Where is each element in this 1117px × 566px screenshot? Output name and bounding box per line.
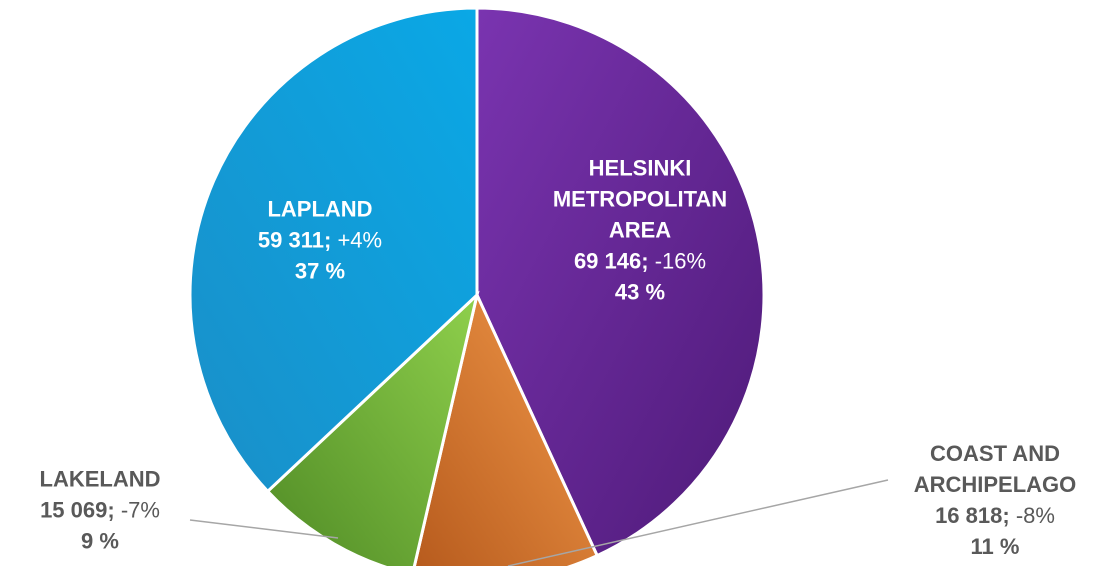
category-label: COAST AND ARCHIPELAGO <box>913 441 1077 497</box>
category-label: HELSINKI METROPOLITAN AREA <box>552 155 728 243</box>
category-label: LAKELAND <box>39 466 161 492</box>
change-label: -16% <box>654 248 707 274</box>
pie-slice <box>188 6 479 494</box>
change-label: -7% <box>120 497 160 523</box>
data-label: HELSINKI METROPOLITAN AREA 69 146; -16% 43… <box>540 153 740 308</box>
leader-line <box>189 519 339 539</box>
percent-label: 43 % <box>614 279 666 305</box>
data-label: COAST AND ARCHIPELAGO 16 818; -8% 11 % <box>885 438 1105 562</box>
data-label: LAKELAND 15 069; -7% 9 % <box>0 464 200 557</box>
value-label: 15 069; <box>40 497 115 523</box>
pie-slice <box>265 290 480 566</box>
leader-line <box>507 479 889 566</box>
value-line: 15 069; -7% <box>0 495 200 526</box>
percent-label: 9 % <box>81 528 119 554</box>
value-line: 69 146; -16% <box>540 246 740 277</box>
value-label: 59 311; <box>257 227 332 253</box>
pie-slice <box>475 6 766 558</box>
value-line: 16 818; -8% <box>885 500 1105 531</box>
percent-label: 11 % <box>970 534 1020 559</box>
percent-label: 37 % <box>294 258 346 284</box>
value-line: 59 311; +4% <box>220 225 420 256</box>
value-label: 69 146; <box>573 248 649 274</box>
change-label: +4% <box>337 227 383 253</box>
change-label: -8% <box>1015 503 1055 528</box>
category-label: LAPLAND <box>267 196 373 222</box>
data-label: LAPLAND 59 311; +4% 37 % <box>220 194 420 287</box>
pie-slice <box>412 290 600 566</box>
value-label: 16 818; <box>935 503 1010 528</box>
